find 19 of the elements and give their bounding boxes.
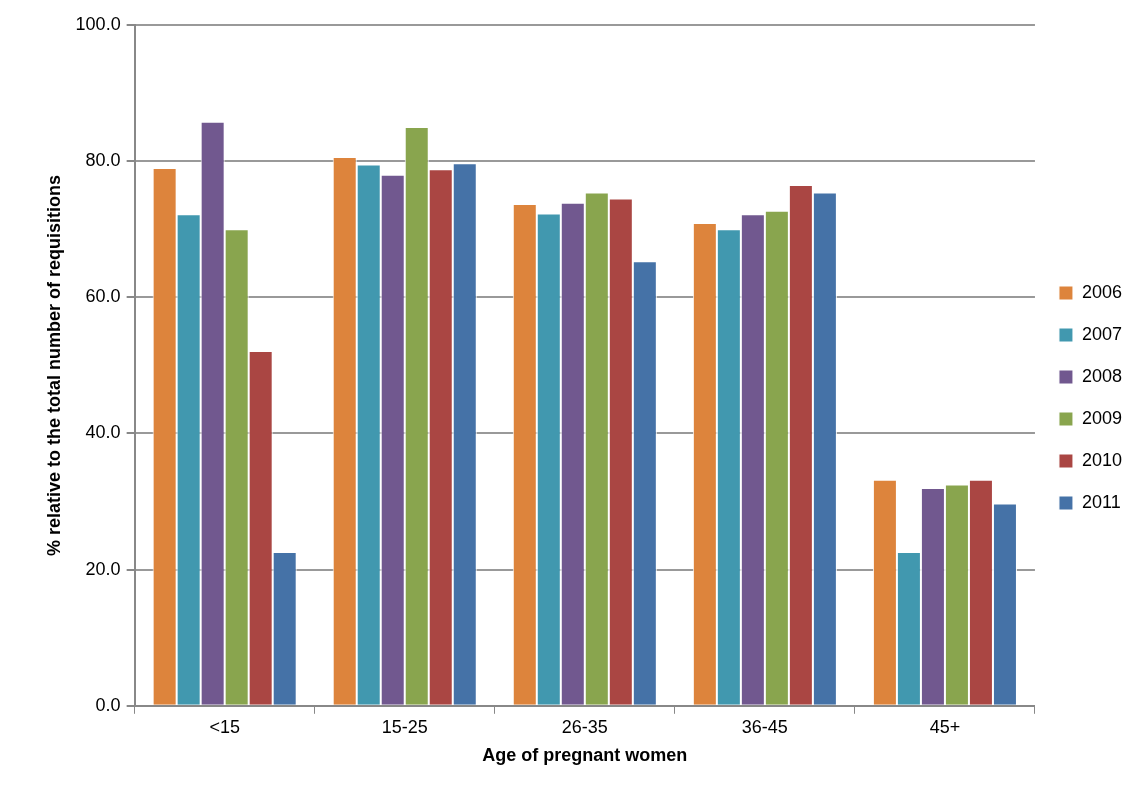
x-tick-label: 45+ (929, 716, 961, 737)
x-tick-label: <15 (209, 716, 240, 737)
y-tick-label: 60.0 (85, 286, 121, 307)
x-tick-label: 36-45 (741, 716, 788, 737)
y-tick-label: 80.0 (85, 150, 121, 171)
x-tick-label: 15-25 (381, 716, 428, 737)
legend-label: 2007 (1081, 323, 1122, 344)
x-axis-title: Age of pregnant women (482, 745, 688, 766)
legend-label: 2008 (1081, 365, 1122, 386)
legend-label: 2011 (1081, 491, 1121, 512)
y-tick-label: 100.0 (75, 13, 121, 34)
y-tick-label: 0.0 (95, 694, 121, 715)
x-tick-label: 26-35 (561, 716, 608, 737)
y-tick-label: 40.0 (85, 422, 121, 443)
legend-label: 2010 (1081, 449, 1122, 470)
legend-label: 2009 (1081, 407, 1122, 428)
y-axis-title: % relative to the total number of requisitions (43, 174, 64, 556)
y-tick-label: 20.0 (85, 558, 121, 579)
legend-label: 2006 (1081, 281, 1122, 302)
